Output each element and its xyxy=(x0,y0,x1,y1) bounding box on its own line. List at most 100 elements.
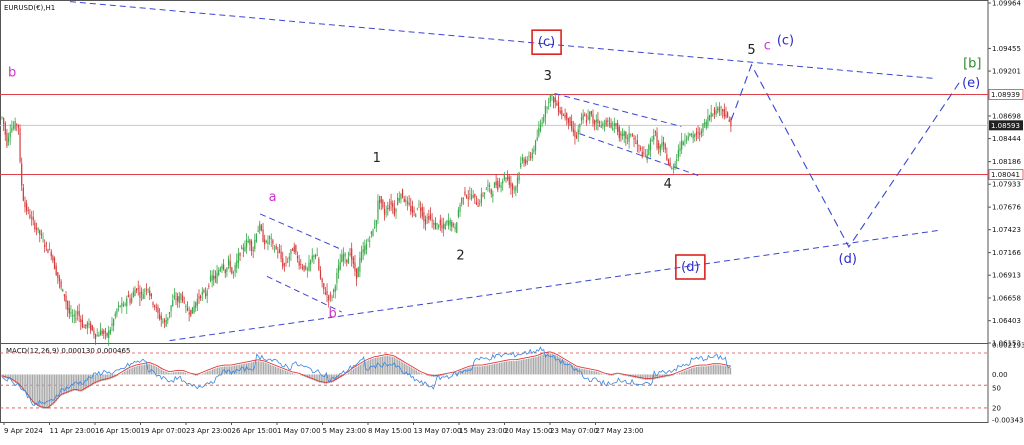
x-tick-label: 9 Apr 2024 xyxy=(4,427,43,435)
candle-body xyxy=(567,118,569,124)
candle-body xyxy=(98,334,100,337)
candle-body xyxy=(661,142,663,147)
candle-body xyxy=(347,257,349,264)
candle-body xyxy=(592,114,594,124)
candle-body xyxy=(631,134,633,137)
wave-label: 5 xyxy=(747,43,755,58)
candle-body xyxy=(113,319,115,326)
candle-body xyxy=(208,285,210,287)
candle-body xyxy=(648,144,650,155)
candle-body xyxy=(183,301,185,303)
x-tick-label: 23 Apr 23:00 xyxy=(186,427,232,435)
candle-body xyxy=(641,151,643,157)
candle-body xyxy=(538,128,540,136)
candle-body xyxy=(17,124,20,128)
macd-signal-line xyxy=(1,351,731,409)
candle-body xyxy=(3,117,5,124)
candle-body xyxy=(223,264,225,270)
x-tick-label: 11 Apr 23:00 xyxy=(50,427,96,435)
candle-body xyxy=(553,97,555,103)
candle-body xyxy=(282,258,284,268)
candle-body xyxy=(505,178,507,179)
candle-body xyxy=(365,243,368,250)
candle-body xyxy=(24,201,26,208)
candle-body xyxy=(324,292,327,295)
candle-body xyxy=(71,315,74,317)
candle-body xyxy=(424,219,427,225)
candle-body xyxy=(490,189,492,195)
candle-body xyxy=(305,266,307,270)
candle-body xyxy=(387,208,389,210)
candle-body xyxy=(29,214,31,219)
candle-body xyxy=(121,303,123,307)
candle-body xyxy=(165,320,167,327)
candle-body xyxy=(662,141,665,145)
candle-body xyxy=(227,258,230,266)
candle-body xyxy=(699,133,701,135)
wave-label: (c) xyxy=(538,35,555,50)
candle-body xyxy=(252,249,254,251)
candle-body xyxy=(117,305,120,308)
candle-body xyxy=(88,323,90,326)
candle-body xyxy=(65,295,67,303)
candle-body xyxy=(534,140,537,151)
candle-body xyxy=(615,123,617,127)
candle-body xyxy=(666,154,668,161)
candle-body xyxy=(259,223,261,231)
wave-label: (d) xyxy=(839,252,857,267)
candle-body xyxy=(640,147,642,149)
candle-body xyxy=(439,219,441,226)
candle-body xyxy=(674,163,676,167)
candle-body xyxy=(697,131,699,133)
candle-body xyxy=(369,240,371,242)
candle-body xyxy=(401,189,404,198)
candle-body xyxy=(585,120,588,123)
chart-title: EURUSD(€),H1 xyxy=(4,4,55,12)
wave-label: a xyxy=(269,190,277,205)
y-tick-label: 1.08186 xyxy=(992,158,1021,166)
candle-body xyxy=(708,115,711,121)
candle-body xyxy=(109,329,111,334)
candle-body xyxy=(705,121,707,128)
candle-body xyxy=(45,243,47,245)
candle-body xyxy=(306,268,308,270)
candle-body xyxy=(249,239,251,245)
candle-body xyxy=(246,239,248,248)
candle-body xyxy=(16,124,18,126)
candle-body xyxy=(418,203,420,205)
candle-body xyxy=(132,291,134,298)
candle-body xyxy=(684,140,686,141)
candle-body xyxy=(498,185,501,186)
candle-body xyxy=(293,246,295,252)
candle-body xyxy=(311,255,313,260)
candle-body xyxy=(42,239,44,241)
candle-body xyxy=(556,103,558,106)
y-tick-label: 1.09964 xyxy=(992,0,1021,8)
candle-body xyxy=(411,206,414,213)
candle-body xyxy=(287,261,289,262)
y-tick-label: 1.08444 xyxy=(992,135,1021,143)
candle-body xyxy=(531,152,533,159)
candle-body xyxy=(108,330,110,339)
candle-body xyxy=(55,265,57,276)
candle-body xyxy=(635,143,637,144)
candle-body xyxy=(477,205,479,207)
candle-body xyxy=(625,131,627,139)
y-tick-label: 1.07166 xyxy=(992,249,1021,257)
wave-label: (d) xyxy=(681,260,699,275)
candle-body xyxy=(421,207,423,217)
candle-body xyxy=(104,331,107,332)
candle-body xyxy=(572,128,574,133)
x-tick-label: 16 Apr 15:00 xyxy=(95,427,141,435)
y-tick-label: 1.09455 xyxy=(992,45,1021,53)
candle-body xyxy=(111,323,113,326)
candle-body xyxy=(157,307,159,313)
candle-body xyxy=(63,294,65,297)
candle-body xyxy=(244,246,246,252)
candle-body xyxy=(405,199,407,202)
candle-body xyxy=(436,223,438,225)
wave-label: (c) xyxy=(777,33,794,48)
candle-body xyxy=(408,202,410,205)
y-tick-label: 1.09201 xyxy=(992,68,1021,76)
candle-body xyxy=(682,141,684,146)
